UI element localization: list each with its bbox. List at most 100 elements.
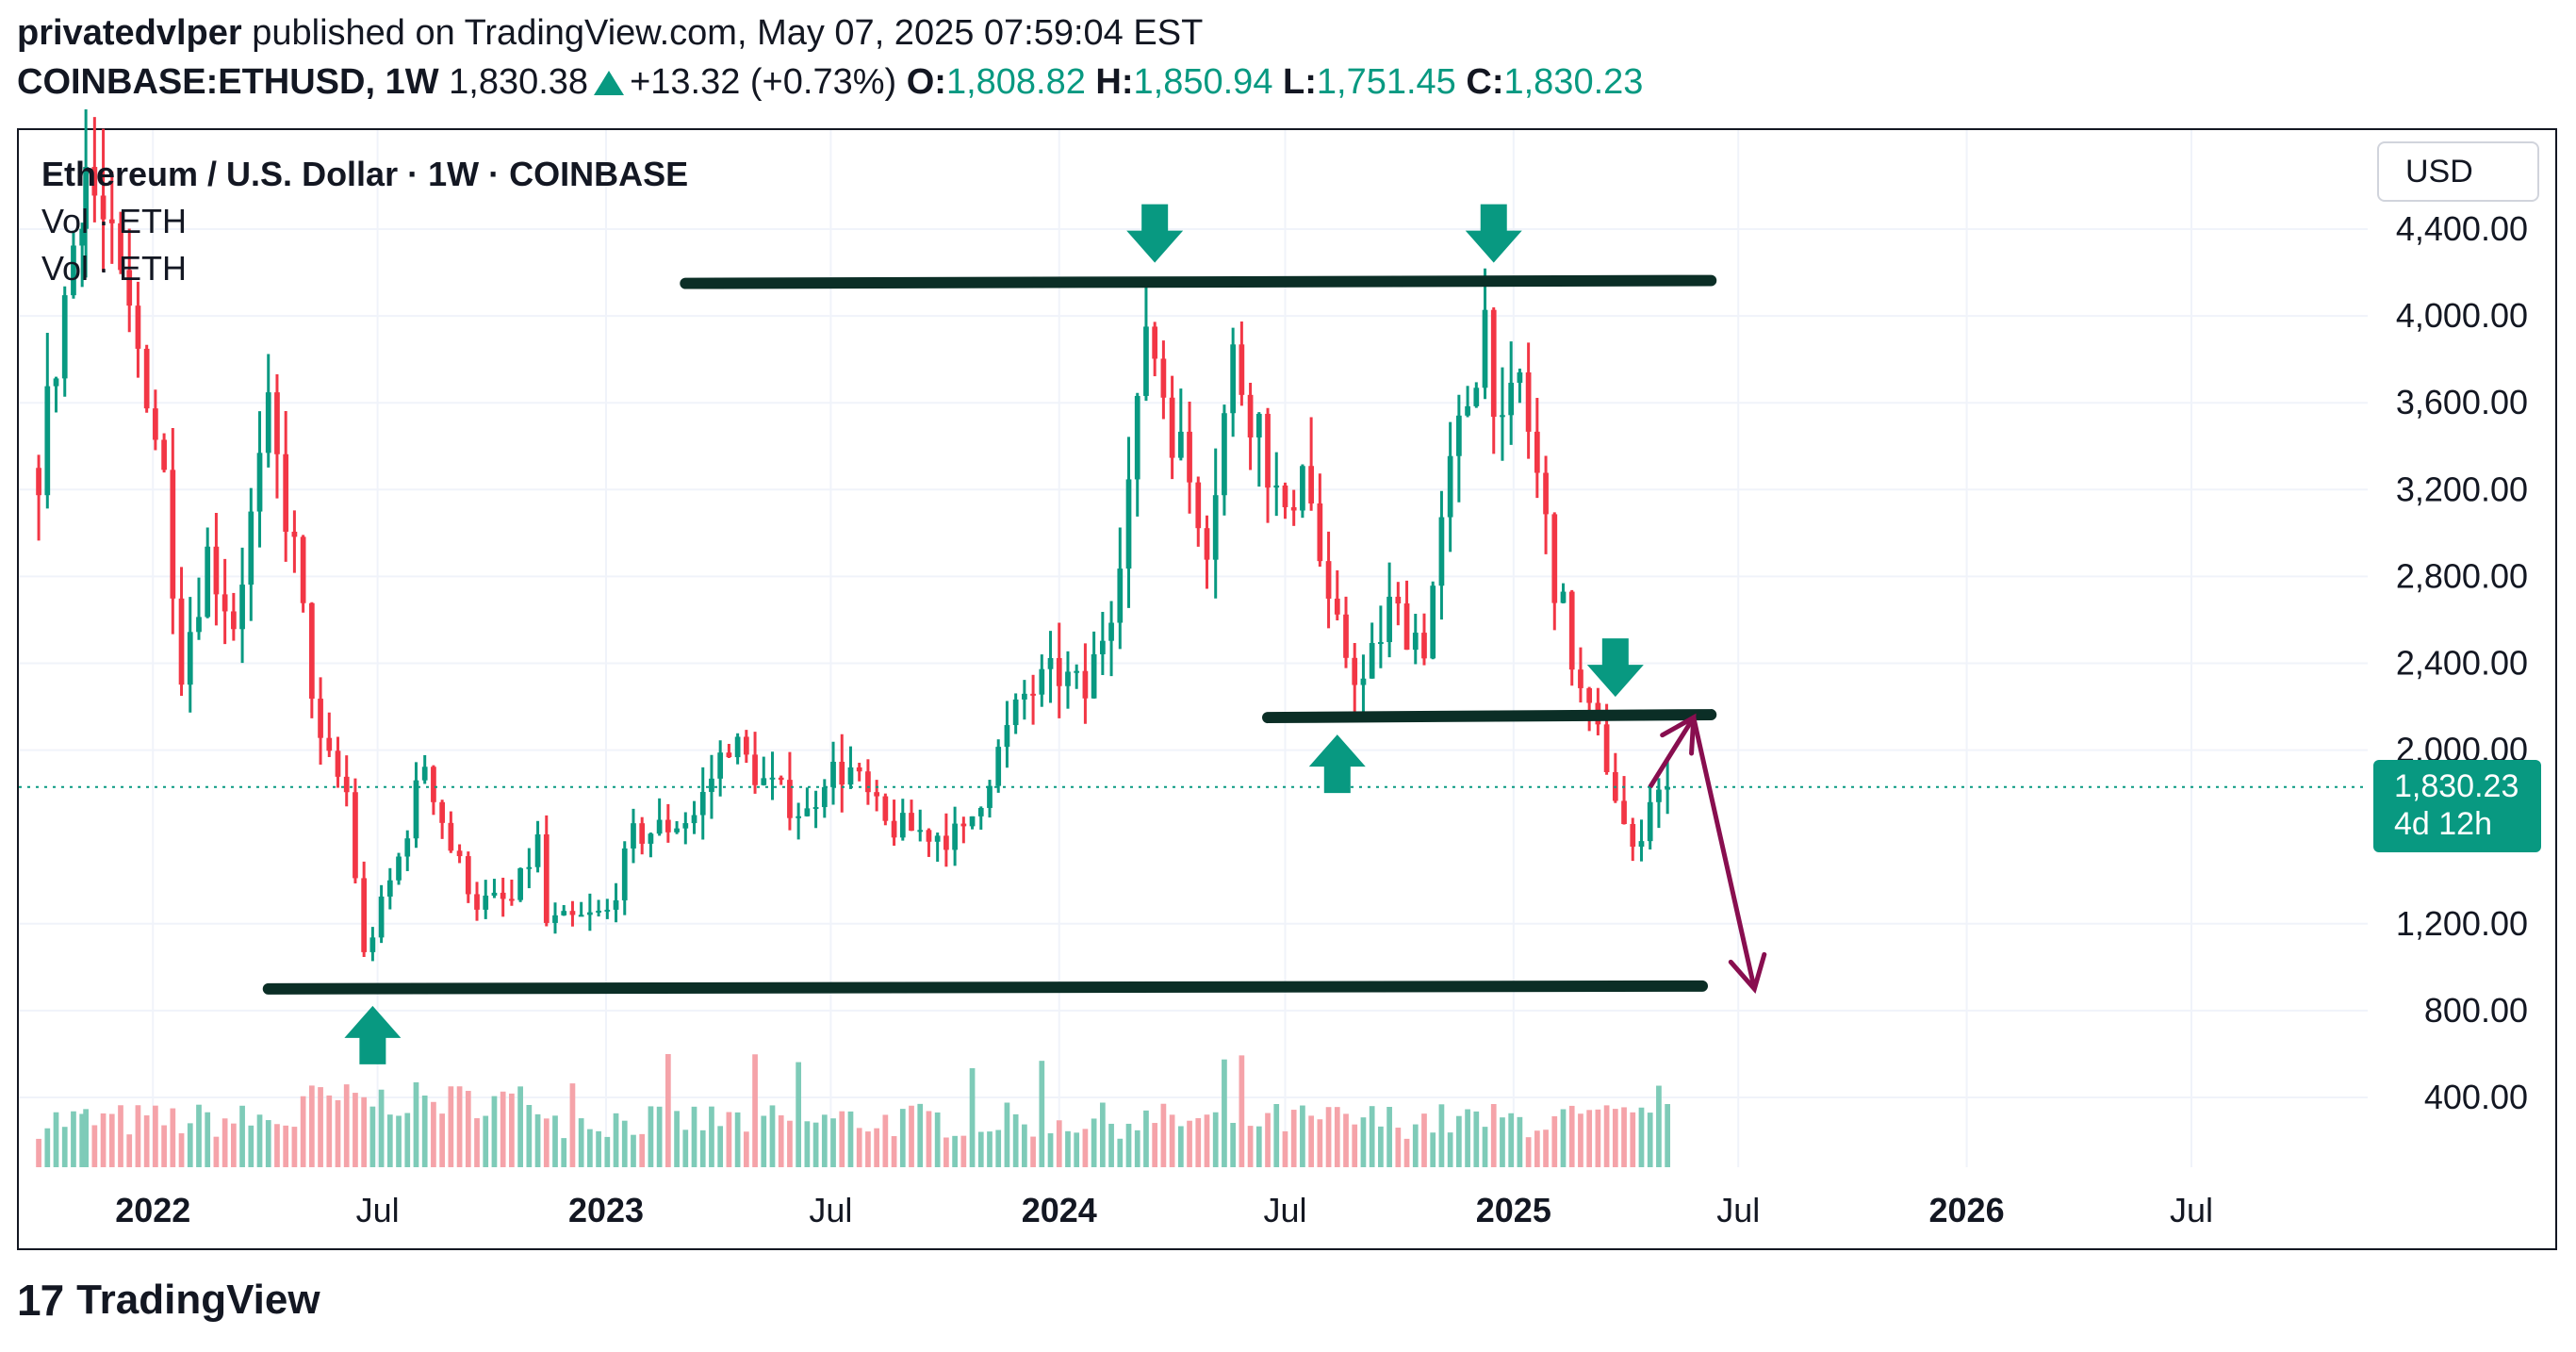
- candle-body: [1638, 841, 1645, 848]
- volume-bar: [856, 1128, 862, 1167]
- legend-volume-2[interactable]: Vol · ETH: [41, 249, 188, 288]
- price-tick-label: 1,200.00: [2396, 904, 2528, 943]
- support-line-mid: [1262, 709, 1717, 724]
- volume-bar: [283, 1125, 289, 1167]
- candle-body: [448, 822, 454, 851]
- candle-body: [1343, 614, 1349, 658]
- candle-body: [604, 909, 611, 912]
- volume-bar: [899, 1109, 906, 1167]
- volume-bar: [308, 1085, 315, 1167]
- candle-body: [847, 767, 854, 785]
- volume-bar: [335, 1099, 341, 1167]
- volume-bar: [543, 1118, 550, 1167]
- candle-body: [1012, 699, 1019, 726]
- volume-bar: [1143, 1110, 1149, 1167]
- brand-name[interactable]: TradingView: [76, 1277, 320, 1323]
- volume-bar: [1074, 1132, 1080, 1167]
- candle-body: [500, 892, 506, 899]
- volume-bar: [1325, 1107, 1332, 1167]
- candle-body: [926, 830, 932, 842]
- volume-bar: [153, 1105, 158, 1167]
- candle-body: [648, 833, 654, 844]
- volume-bar: [205, 1112, 211, 1167]
- candle-body: [639, 823, 646, 844]
- volume-bar: [265, 1120, 271, 1167]
- volume-bar: [1543, 1129, 1549, 1167]
- volume-bar: [796, 1062, 802, 1167]
- candle-body: [960, 823, 967, 827]
- volume-bar: [61, 1127, 68, 1167]
- volume-bar: [1490, 1104, 1497, 1167]
- candle-body: [943, 835, 949, 850]
- volume-bar: [909, 1105, 914, 1167]
- high-value: 1,850.94: [1133, 62, 1273, 102]
- price-tick-label: 2,400.00: [2396, 644, 2528, 683]
- candle-body: [1187, 431, 1192, 483]
- candle-body: [1317, 503, 1323, 562]
- volume-bar: [187, 1123, 193, 1167]
- publication-header: privatedvlper published on TradingView.c…: [17, 13, 1203, 54]
- candle-body: [1656, 789, 1662, 802]
- candle-body: [1465, 405, 1470, 416]
- volume-bar: [943, 1137, 949, 1167]
- time-tick-label: 2024: [1022, 1191, 1097, 1229]
- volume-bar: [1395, 1128, 1402, 1167]
- candle-body: [830, 761, 836, 787]
- volume-bar: [456, 1086, 463, 1167]
- volume-bar: [1438, 1104, 1445, 1167]
- currency-button[interactable]: USD: [2377, 141, 2539, 202]
- candle-body: [353, 792, 358, 879]
- volume-bar: [726, 1112, 732, 1167]
- candle-body: [1134, 395, 1140, 480]
- candle-body: [291, 531, 298, 537]
- time-axis[interactable]: 2022 Jul 2023 Jul 2024 Jul 2025 Jul 2026 Jul: [115, 1191, 2213, 1229]
- volume-bar: [1247, 1126, 1254, 1167]
- candle-body: [1152, 326, 1158, 359]
- time-tick-label: Jul: [1263, 1191, 1306, 1229]
- price-axis[interactable]: 400.00800.001,200.002,000.002,400.002,80…: [2396, 209, 2528, 1116]
- candle-body: [1325, 561, 1332, 599]
- volume-bar: [196, 1104, 202, 1167]
- author-name[interactable]: privatedvlper: [17, 13, 242, 53]
- volume-bar: [1282, 1130, 1288, 1167]
- volume-bar: [1239, 1055, 1245, 1167]
- candle-body: [526, 866, 533, 869]
- volume-bar: [1290, 1110, 1297, 1167]
- candle-body: [1082, 670, 1089, 699]
- volume-bar: [734, 1112, 741, 1167]
- close-label: C:: [1466, 62, 1504, 102]
- candle-body: [491, 892, 498, 896]
- candle-body: [778, 777, 784, 781]
- candle-body: [135, 305, 141, 349]
- time-tick-label: Jul: [1716, 1191, 1760, 1229]
- candle-body: [709, 778, 714, 792]
- candle-body: [1473, 387, 1480, 406]
- candle-body: [213, 546, 220, 595]
- candle-body: [265, 392, 271, 453]
- price-tick-label: 800.00: [2424, 991, 2528, 1030]
- volume-bar: [1334, 1107, 1340, 1167]
- volume-bar: [1177, 1126, 1184, 1167]
- time-tick-label: 2023: [568, 1191, 644, 1229]
- candle-body: [1334, 598, 1340, 615]
- volume-bar: [318, 1087, 323, 1167]
- volume-bar: [1586, 1110, 1593, 1167]
- volume-bar: [596, 1130, 601, 1167]
- volume-bar: [1560, 1109, 1567, 1167]
- volume-bar: [1187, 1120, 1192, 1167]
- legend-volume-1[interactable]: Vol · ETH: [41, 202, 188, 240]
- candle-body: [865, 771, 871, 793]
- volume-bar: [977, 1131, 984, 1167]
- volume-bar: [778, 1114, 784, 1167]
- candle-body: [1143, 326, 1149, 396]
- volume-bar: [1117, 1138, 1124, 1167]
- candle-body: [621, 848, 628, 900]
- legend-title[interactable]: Ethereum / U.S. Dollar · 1W · COINBASE: [41, 155, 689, 193]
- tradingview-logo-icon[interactable]: 17: [17, 1276, 64, 1325]
- volume-bar: [987, 1131, 993, 1167]
- candle-body: [578, 915, 584, 917]
- candle-body: [1517, 371, 1523, 383]
- candle-body: [517, 867, 523, 900]
- up-triangle-icon: [594, 71, 625, 95]
